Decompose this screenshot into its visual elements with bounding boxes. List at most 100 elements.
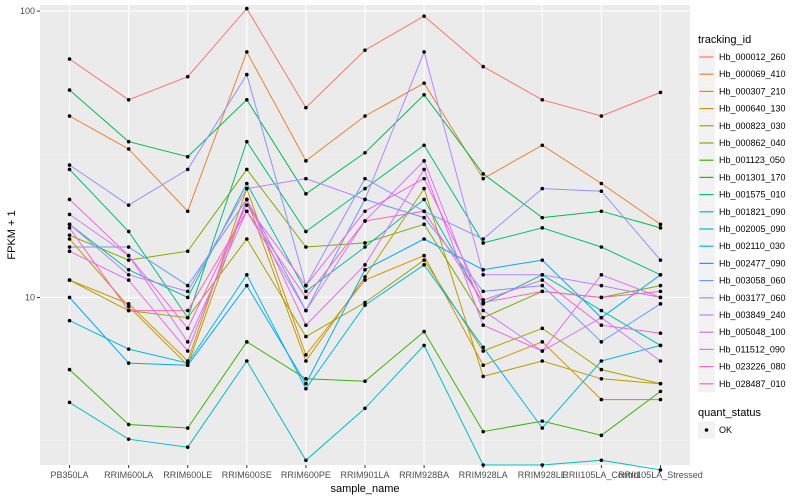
data-point-Hb_002110_030-3 [245,272,249,277]
data-point-Hb_000823_030-9 [599,367,604,372]
data-point-Hb_000069_410-4 [304,159,308,163]
data-point-Hb_000069_410-2 [185,209,190,214]
y-tick-label-1: 100 [20,6,35,16]
data-point-Hb_000823_030-5 [363,300,367,305]
data-point-Hb_002005_090-3 [245,359,249,363]
data-point-Hb_028487_010-0 [67,226,72,230]
data-point-Hb_000069_410-10 [658,222,663,227]
data-point-Hb_000823_030-3 [245,237,249,241]
data-point-Hb_001575_010-6 [422,143,426,148]
legend-label-Hb_001575_010: Hb_001575_010 [719,190,786,200]
data-point-Hb_000012_260-5 [363,48,367,53]
data-point-Hb_000823_030-4 [304,334,308,339]
data-point-Hb_028487_010-6 [422,209,426,214]
data-point-Hb_001821_090-6 [422,197,426,202]
data-point-Hb_000069_410-7 [481,176,485,181]
data-point-Hb_002110_030-0 [67,318,72,323]
data-point-Hb_000862_040-7 [481,315,485,320]
x-tick-label-7: RRIM928LA [459,470,508,480]
data-point-Hb_002477_090-8 [540,258,545,262]
data-point-Hb_001821_090-3 [245,181,249,186]
data-point-Hb_001301_170-1 [126,139,131,144]
data-point-Hb_000862_040-3 [245,167,249,172]
data-point-Hb_000069_410-0 [67,114,72,118]
data-point-Hb_003177_060-10 [658,258,663,262]
x-axis-ticks: PB350LA RRIM600LA RRIM600LE RRIM600SE RRIM60… [51,465,703,480]
legend-title: tracking_id [698,34,751,46]
data-point-Hb_000307_210-8 [540,340,545,344]
data-point-Hb_003058_060-6 [422,215,426,220]
data-point-Hb_002477_090-7 [481,267,485,272]
data-point-Hb_003177_060-0 [67,163,72,167]
data-point-Hb_000862_040-0 [67,233,72,237]
data-point-Hb_001123_050-7 [481,429,485,434]
data-point-Hb_000012_260-1 [126,97,131,102]
legend-label-Hb_003849_240: Hb_003849_240 [719,310,786,320]
data-point-Hb_001301_170-10 [658,226,663,230]
data-point-Hb_005048_100-2 [185,340,190,344]
data-point-Hb_000069_410-5 [363,114,367,118]
data-point-Hb_011512_090-0 [67,249,72,254]
legend-label-Hb_001123_050: Hb_001123_050 [719,155,785,165]
x-tick-label-10: RRII105LA_Stressed [618,470,703,480]
data-point-Hb_023226_080-9 [599,323,604,328]
data-point-Hb_002005_090-5 [363,406,367,411]
data-point-Hb_000012_260-10 [658,90,663,95]
legend-quant-status: quant_status OK [698,407,761,439]
data-point-Hb_002110_030-7 [481,345,485,350]
legend2-label-0: OK [719,425,732,435]
data-point-Hb_011512_090-10 [658,295,663,300]
data-point-Hb_023226_080-5 [363,209,367,214]
data-point-Hb_000862_040-2 [185,249,190,254]
data-point-Hb_002477_090-6 [422,237,426,241]
x-axis-title: sample_name [330,483,399,495]
data-point-Hb_000823_030-8 [540,326,545,331]
data-point-Hb_003177_060-3 [245,72,249,77]
data-point-Hb_023226_080-4 [304,283,308,288]
legend-label-Hb_002110_030: Hb_002110_030 [719,241,785,251]
data-point-Hb_005048_100-0 [67,212,72,217]
data-point-Hb_028487_010-9 [599,295,604,300]
data-point-Hb_011512_090-5 [363,263,367,267]
data-point-Hb_028487_010-1 [126,308,131,313]
data-point-Hb_003849_240-0 [67,222,72,227]
data-point-Hb_002005_090-9 [599,458,604,463]
data-point-Hb_003849_240-2 [185,289,190,294]
data-point-Hb_023226_080-8 [540,278,545,282]
data-point-Hb_000069_410-8 [540,143,545,148]
data-point-Hb_000012_260-0 [67,57,72,61]
data-point-Hb_001123_050-2 [185,426,190,430]
data-point-Hb_002477_090-0 [67,295,72,300]
data-point-Hb_003849_240-8 [540,272,545,277]
legend-label-Hb_000862_040: Hb_000862_040 [719,138,786,148]
data-point-Hb_001575_010-3 [245,139,249,144]
data-point-Hb_003849_240-6 [422,50,426,54]
data-point-Hb_001123_050-0 [67,367,72,372]
data-point-Hb_011512_090-8 [540,349,545,353]
legend-label-Hb_002477_090: Hb_002477_090 [719,258,786,268]
data-point-Hb_003058_060-7 [481,289,485,294]
x-tick-label-0: PB350LA [51,470,89,480]
data-point-Hb_003177_060-9 [599,189,604,193]
data-point-Hb_001301_170-8 [540,215,545,220]
legend-items: Hb_000012_260 Hb_000069_410 Hb_000307_210 H… [698,48,786,393]
legend-tracking-id: tracking_id Hb_000012_260Hb_000069_410Hb… [698,34,786,393]
data-point-Hb_005048_100-4 [304,308,308,313]
legend-label-Hb_000823_030: Hb_000823_030 [719,121,786,131]
data-point-Hb_000862_040-6 [422,222,426,227]
data-point-Hb_001575_010-7 [481,241,485,245]
data-point-Hb_002477_090-3 [245,283,249,288]
data-point-Hb_003058_060-9 [599,340,604,344]
data-point-Hb_002110_030-4 [304,386,308,391]
data-point-Hb_000307_210-4 [304,353,308,357]
data-point-Hb_000823_030-0 [67,278,72,282]
data-point-Hb_000640_130-0 [67,237,72,241]
data-point-Hb_001301_170-2 [185,154,190,159]
data-point-Hb_023226_080-7 [481,298,485,302]
data-point-Hb_000307_210-10 [658,397,663,402]
data-point-Hb_003849_240-7 [481,272,485,277]
data-point-Hb_000012_260-6 [422,14,426,18]
legend-label-Hb_003177_060: Hb_003177_060 [719,293,786,303]
data-point-Hb_000069_410-1 [126,147,131,151]
data-point-Hb_002005_090-0 [67,400,72,405]
